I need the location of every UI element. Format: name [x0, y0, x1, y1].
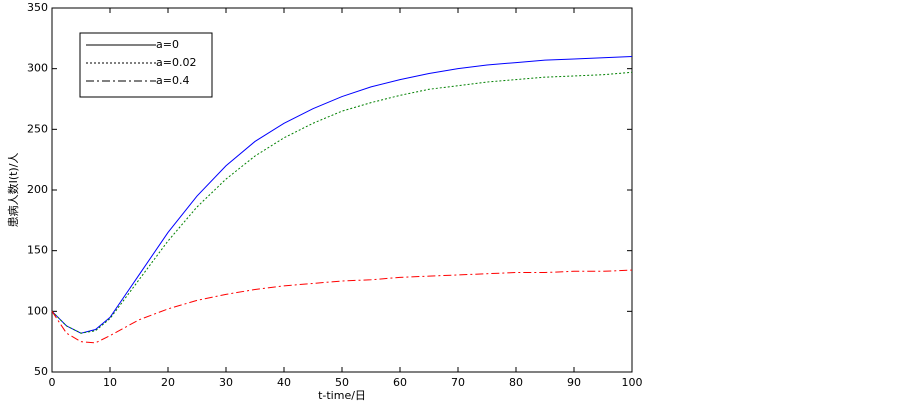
line-series [51, 71, 633, 334]
y-tick-label: 150 [27, 244, 48, 257]
x-tick-label: 20 [161, 376, 175, 389]
y-axis-label: 患病人数I(t)/人 [6, 153, 20, 228]
x-tick-label: 100 [622, 376, 643, 389]
legend-label: a=0.02 [156, 56, 196, 69]
line-series [51, 56, 633, 334]
y-tick-label: 50 [34, 365, 48, 378]
y-tick-label: 200 [27, 183, 48, 196]
y-tick-label: 250 [27, 122, 48, 135]
x-axis-label: t-time/日 [318, 389, 366, 402]
x-tick-label: 90 [567, 376, 581, 389]
y-tick-label: 100 [27, 304, 48, 317]
line-series [51, 269, 633, 344]
x-tick-label: 70 [451, 376, 465, 389]
x-tick-label: 40 [277, 376, 291, 389]
x-tick-label: 10 [103, 376, 117, 389]
x-tick-label: 60 [393, 376, 407, 389]
legend-label: a=0.4 [156, 74, 189, 87]
x-tick-label: 30 [219, 376, 233, 389]
y-tick-label: 350 [27, 1, 48, 14]
x-tick-label: 50 [335, 376, 349, 389]
x-tick-label: 0 [49, 376, 56, 389]
x-tick-label: 80 [509, 376, 523, 389]
legend-label: a=0 [156, 38, 179, 51]
y-tick-label: 300 [27, 62, 48, 75]
legend-box [79, 32, 213, 98]
